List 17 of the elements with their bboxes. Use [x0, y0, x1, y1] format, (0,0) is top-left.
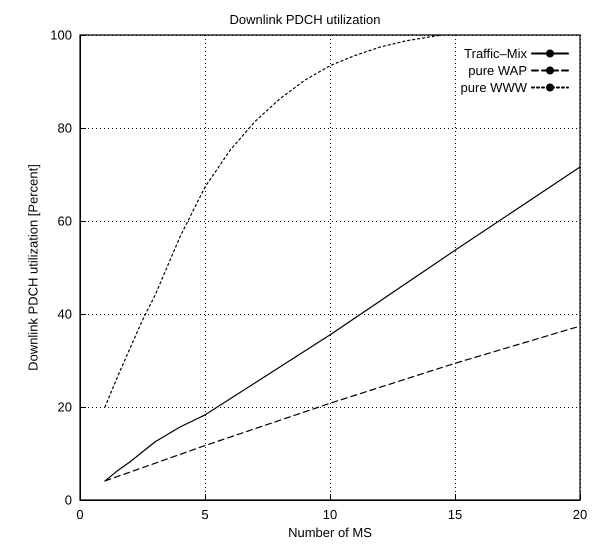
x-axis-title: Number of MS [288, 525, 372, 540]
y-tick-label: 20 [58, 400, 72, 414]
legend-label: pure WAP [468, 63, 527, 78]
legend-label: Traffic–Mix [464, 46, 528, 61]
y-tick-label: 80 [58, 120, 72, 136]
x-tick-label: 0 [76, 507, 84, 522]
chart-title: Downlink PDCH utilization [230, 12, 380, 27]
legend-label: pure WWW [460, 80, 528, 95]
y-tick-label: 60 [58, 214, 72, 228]
x-tick-label: 20 [572, 507, 588, 522]
x-tick-label: 10 [322, 507, 338, 522]
x-tick-label: 15 [448, 507, 462, 522]
y-tick-label: 40 [58, 306, 72, 322]
y-tick-label: 0 [64, 492, 72, 508]
y-tick-label: 100 [50, 28, 72, 42]
x-tick-label: 5 [201, 507, 209, 522]
y-axis-title: Downlink PDCH utilization [Percent] [25, 164, 40, 371]
